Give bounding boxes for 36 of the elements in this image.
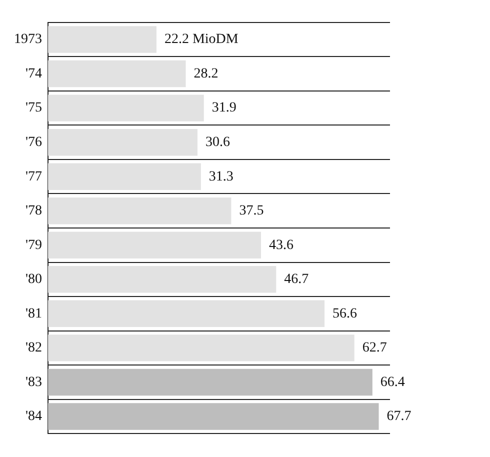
bar bbox=[48, 128, 198, 156]
data-label: 31.3 bbox=[208, 169, 234, 184]
bar bbox=[48, 26, 156, 53]
data-label: 31.9 bbox=[212, 100, 236, 116]
y-tick-label: '79 bbox=[25, 238, 42, 253]
bar bbox=[48, 163, 201, 190]
y-tick-label: '78 bbox=[25, 204, 42, 219]
bar bbox=[48, 334, 354, 362]
y-tick-label: 1973 bbox=[14, 32, 42, 48]
y-tick-label: '84 bbox=[25, 409, 42, 424]
data-label: 30.6 bbox=[206, 135, 230, 150]
bar bbox=[48, 60, 186, 88]
y-tick-label: '76 bbox=[25, 135, 42, 150]
y-tick-label: '75 bbox=[25, 100, 42, 116]
bar bbox=[48, 266, 276, 293]
y-tick-label: '81 bbox=[25, 306, 42, 322]
data-label: 62.7 bbox=[362, 340, 387, 356]
bar bbox=[48, 403, 379, 430]
data-label: 28.2 bbox=[194, 66, 218, 82]
data-label: 43.6 bbox=[269, 238, 294, 253]
bar bbox=[48, 94, 204, 122]
data-label: 37.5 bbox=[239, 204, 264, 219]
y-tick-label: '83 bbox=[25, 374, 42, 390]
bar bbox=[48, 300, 325, 328]
data-label: 66.4 bbox=[380, 374, 405, 390]
data-label: 46.7 bbox=[284, 272, 309, 288]
data-label: 56.6 bbox=[332, 306, 358, 322]
bar bbox=[48, 198, 232, 224]
y-tick-label: '82 bbox=[25, 340, 42, 356]
data-label: 67.7 bbox=[386, 409, 412, 424]
y-tick-label: '74 bbox=[25, 66, 42, 82]
y-tick-label: '80 bbox=[25, 272, 42, 288]
data-label: 22.2 MioDM bbox=[164, 32, 239, 48]
bar bbox=[48, 368, 372, 396]
bar bbox=[48, 232, 262, 258]
y-tick-label: '77 bbox=[25, 169, 42, 184]
